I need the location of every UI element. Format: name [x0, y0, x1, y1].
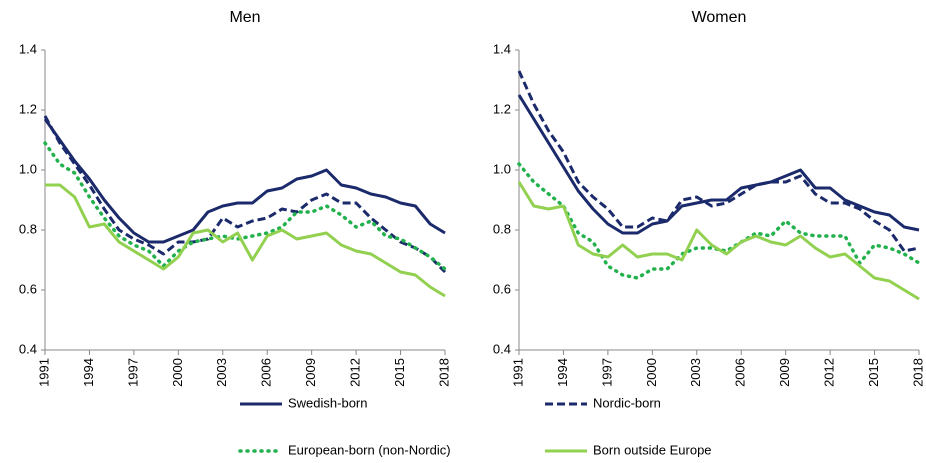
x-tick-label: 2015: [866, 358, 881, 387]
x-tick-label: 1991: [36, 358, 51, 387]
legend-label: Born outside Europe: [593, 442, 712, 457]
x-tick-label: 2000: [170, 358, 185, 387]
x-tick-label: 2012: [348, 358, 363, 387]
x-tick-label: 2009: [777, 358, 792, 387]
y-tick-label: 1.4: [19, 41, 37, 56]
x-tick-label: 1991: [510, 358, 525, 387]
y-tick-label: 0.8: [493, 221, 511, 236]
x-tick-label: 1997: [599, 358, 614, 387]
legend-label: Swedish-born: [288, 395, 368, 410]
legend-label: European-born (non-Nordic): [288, 442, 451, 457]
y-tick-label: 1.0: [19, 161, 37, 176]
x-tick-label: 2000: [644, 358, 659, 387]
chart-title: Women: [692, 9, 747, 26]
x-tick-label: 2006: [733, 358, 748, 387]
x-tick-label: 2006: [259, 358, 274, 387]
x-tick-label: 2018: [910, 358, 925, 387]
series-line: [517, 94, 920, 235]
x-tick-label: 2003: [688, 358, 703, 387]
y-tick-label: 0.8: [19, 221, 37, 236]
y-tick-label: 1.4: [493, 41, 511, 56]
x-tick-label: 2003: [214, 358, 229, 387]
chart-title: Men: [229, 9, 260, 26]
y-tick-label: 0.4: [493, 341, 511, 356]
legend-label: Nordic-born: [593, 395, 661, 410]
y-tick-label: 0.6: [19, 281, 37, 296]
y-tick-label: 0.6: [493, 281, 511, 296]
y-tick-label: 1.2: [493, 101, 511, 116]
y-tick-label: 1.0: [493, 161, 511, 176]
y-tick-label: 0.4: [19, 341, 37, 356]
x-tick-label: 1997: [125, 358, 140, 387]
x-tick-label: 2009: [303, 358, 318, 387]
series-line: [517, 70, 920, 253]
x-tick-label: 1994: [555, 358, 570, 387]
x-tick-label: 1994: [81, 358, 96, 387]
series-line: [517, 181, 920, 301]
series-line: [43, 115, 447, 274]
x-tick-label: 2018: [436, 358, 451, 387]
series-line: [517, 162, 921, 280]
y-tick-label: 1.2: [19, 101, 37, 116]
series-line: [43, 118, 446, 244]
x-tick-label: 2012: [822, 358, 837, 387]
x-tick-label: 2015: [392, 358, 407, 387]
series-line: [43, 141, 447, 271]
series-line: [45, 183, 446, 298]
